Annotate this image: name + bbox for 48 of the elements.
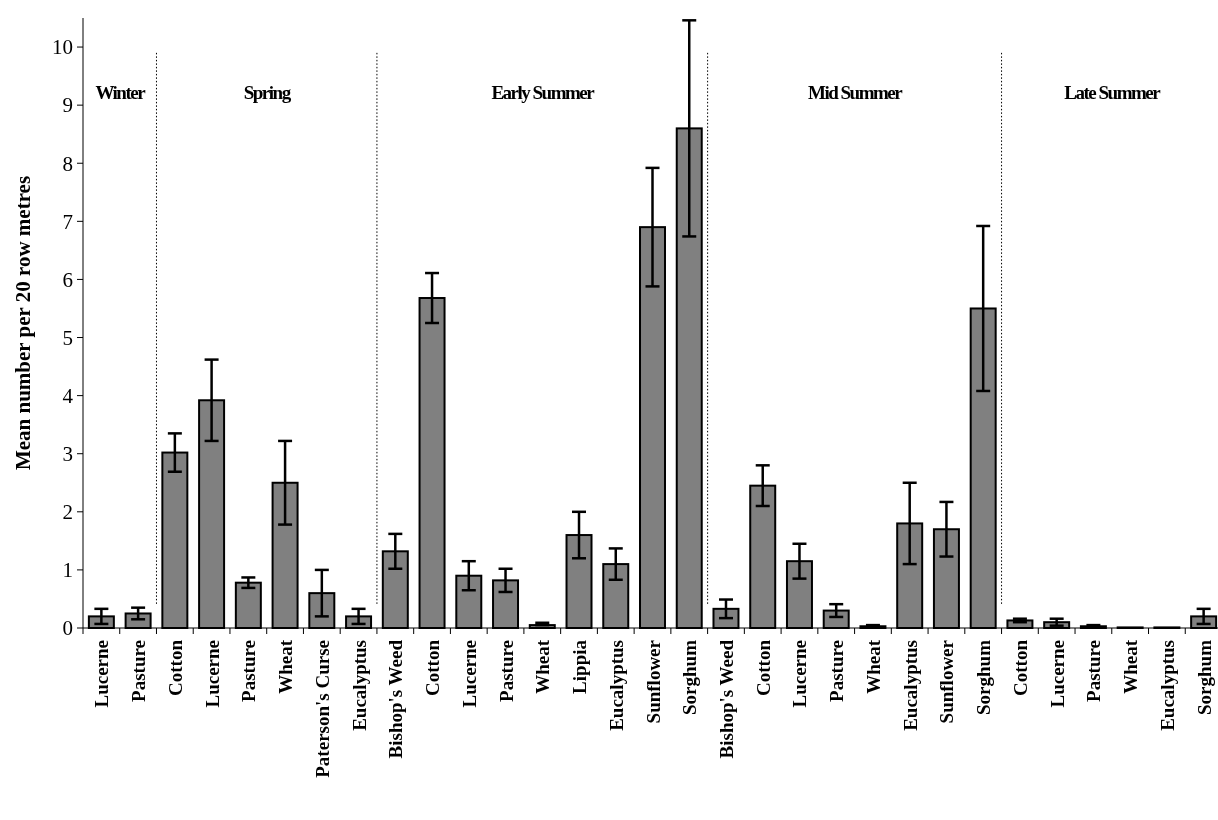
x-tick-label: Wheat <box>862 639 884 694</box>
y-tick-label: 9 <box>62 93 73 118</box>
x-tick-label: Pasture <box>128 640 150 702</box>
y-tick-label: 4 <box>62 383 74 408</box>
x-tick-label: Cotton <box>752 639 774 696</box>
x-tick-label: Wheat <box>1120 639 1142 694</box>
x-tick-label: Lucerne <box>201 640 223 708</box>
x-tick-label: Sunflower <box>642 639 664 724</box>
y-tick-label: 8 <box>62 151 73 176</box>
x-tick-label: Lucerne <box>1046 640 1068 708</box>
annotation: Winter <box>95 82 147 104</box>
annotation: Late Summer <box>1064 82 1162 104</box>
x-tick-label: Eucalyptus <box>605 640 627 731</box>
x-tick-label: Bishop's Weed <box>385 639 407 759</box>
x-tick-label: Sorghum <box>1193 639 1215 715</box>
x-tick-label: Pasture <box>495 640 517 702</box>
x-tick-label: Lucerne <box>458 640 480 708</box>
x-tick-label: Pasture <box>1083 640 1105 702</box>
x-tick-label: Cotton <box>164 639 186 696</box>
x-tick-label: Sorghum <box>679 639 701 715</box>
x-tick-label: Eucalyptus <box>1156 640 1178 731</box>
x-tick-label: Lucerne <box>91 640 113 708</box>
x-tick-label: Eucalyptus <box>348 640 370 731</box>
y-tick-label: 6 <box>62 267 73 292</box>
y-tick-label: 3 <box>62 442 73 467</box>
y-tick-label: 5 <box>62 325 73 350</box>
annotation: Spring <box>243 82 292 104</box>
annotation: Early Summer <box>491 82 596 104</box>
x-tick-label: Cotton <box>1009 639 1031 696</box>
x-tick-label: Sorghum <box>973 639 995 715</box>
y-axis-title: Mean number per 20 row metres <box>11 175 35 471</box>
x-tick-label: Pasture <box>826 640 848 702</box>
x-tick-label: Paterson's Curse <box>311 640 333 778</box>
annotation: Mid Summer <box>807 82 904 104</box>
x-tick-label: Cotton <box>422 639 444 696</box>
x-tick-label: Wheat <box>275 639 297 694</box>
x-tick-label: Lucerne <box>789 640 811 708</box>
y-tick-label: 0 <box>62 616 73 641</box>
x-tick-label: Lippia <box>569 639 591 694</box>
y-tick-label: 10 <box>52 35 73 60</box>
x-tick-label: Eucalyptus <box>899 640 921 731</box>
y-tick-label: 2 <box>62 500 73 525</box>
x-tick-label: Wheat <box>532 639 554 694</box>
x-tick-label: Pasture <box>238 640 260 702</box>
x-tick-label: Bishop's Weed <box>715 639 737 759</box>
y-tick-label: 1 <box>62 558 73 583</box>
y-tick-label: 7 <box>62 209 73 234</box>
x-tick-label: Sunflower <box>936 639 958 724</box>
